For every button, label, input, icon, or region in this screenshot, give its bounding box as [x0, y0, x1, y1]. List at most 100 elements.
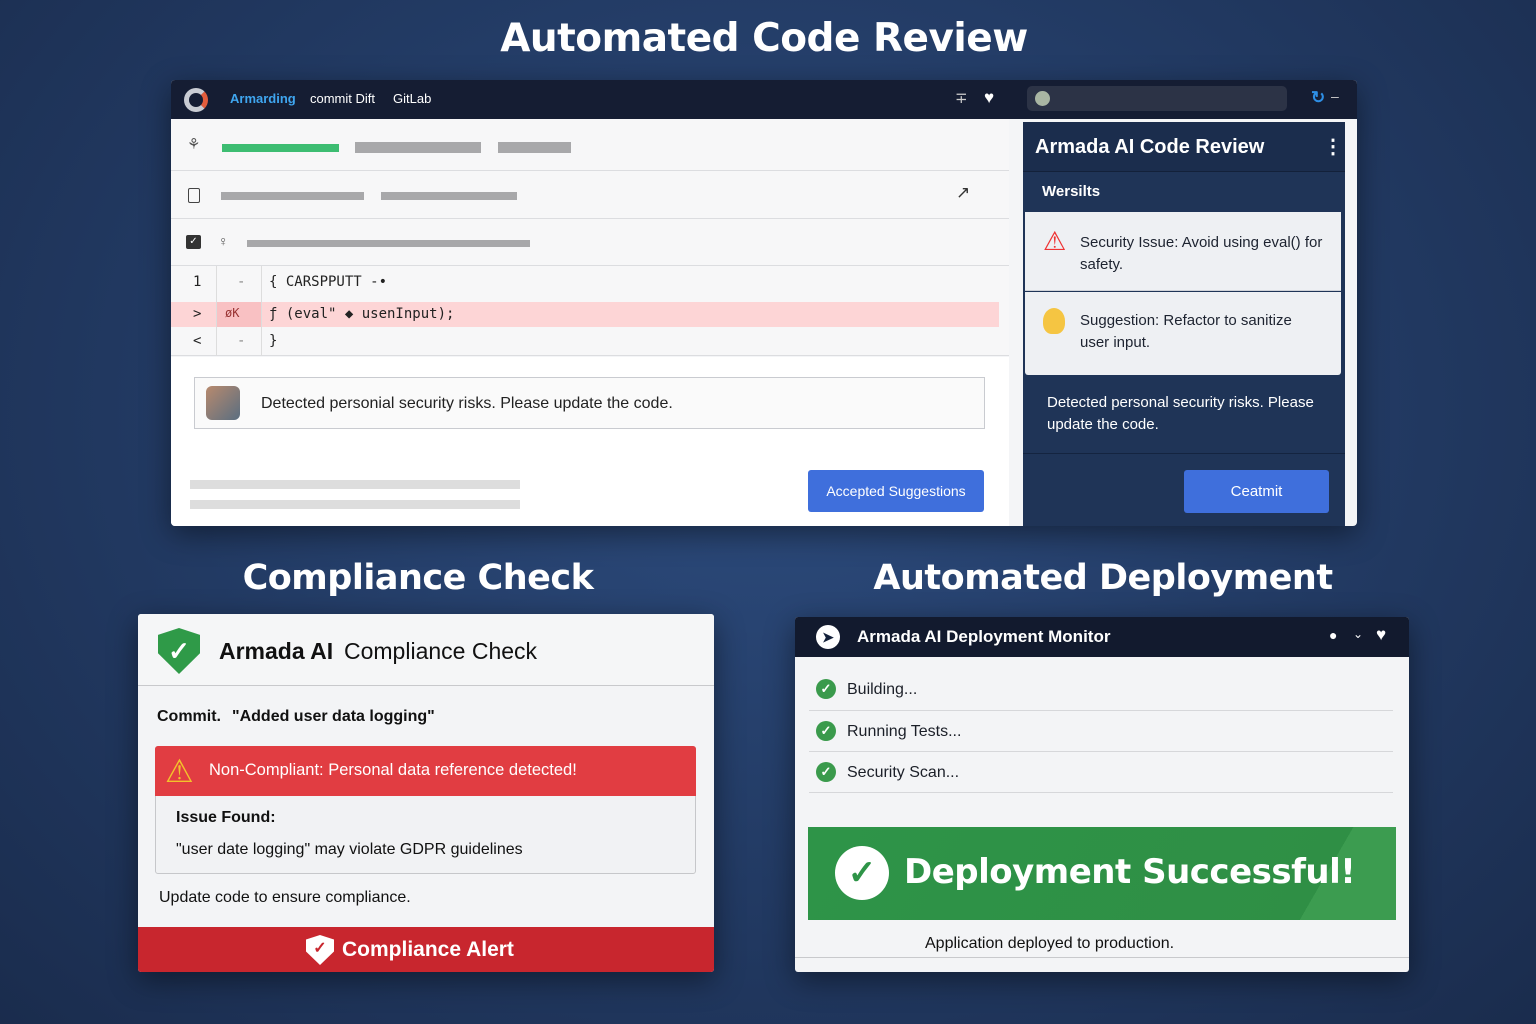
- divider: [1023, 453, 1345, 454]
- compliance-check-window: ✓ Armada AI Compliance Check Commit. "Ad…: [138, 614, 714, 972]
- refresh-icon[interactable]: ↻: [1311, 88, 1326, 107]
- expand-icon[interactable]: ↗: [956, 183, 971, 202]
- warning-icon: ⚠: [1043, 226, 1067, 256]
- security-issue-card: ⚠ Security Issue: Avoid using eval() for…: [1025, 212, 1341, 291]
- alert-text: Non-Compliant: Personal data reference d…: [209, 761, 577, 779]
- check-circle-icon: ✓: [835, 846, 889, 900]
- bug-icon: ⚘: [187, 136, 201, 153]
- minimize-icon[interactable]: –: [1331, 88, 1339, 104]
- code-diff: 1 - { CARSPPUTT -• > øK ƒ (eval" ◆ usenI…: [171, 266, 1009, 356]
- notification-icon[interactable]: ●: [1329, 627, 1338, 643]
- code-line: { CARSPPUTT -•: [269, 274, 388, 290]
- check-icon: ✓: [816, 679, 836, 699]
- divider: [809, 710, 1393, 711]
- diff-marker-bg: [216, 302, 261, 327]
- nav-brand[interactable]: Armarding: [230, 91, 296, 106]
- suggestion-text: Suggestion: Refactor to sanitize user in…: [1080, 312, 1292, 351]
- app-logo-icon: [184, 88, 208, 112]
- compliance-header: ✓ Armada AI Compliance Check: [138, 614, 714, 686]
- step-running-tests: Running Tests...: [847, 723, 962, 740]
- compliance-brand: Armada AI: [219, 638, 334, 664]
- shield-check-icon: ✓: [158, 628, 200, 674]
- accept-suggestions-button[interactable]: Accepted Suggestions: [808, 470, 984, 512]
- line-number: >: [193, 306, 202, 322]
- section-title-code-review: Automated Code Review: [500, 16, 1028, 61]
- deployment-header: ➤ Armada AI Deployment Monitor ● ⌄ ♥: [795, 617, 1409, 657]
- status-dot-icon: [1035, 91, 1050, 106]
- comment-text: Detected personial security risks. Pleas…: [261, 395, 673, 412]
- toolbar-row-3: ✓ ♀: [171, 219, 1009, 266]
- line-number: 1: [193, 274, 202, 290]
- summary-text: Detected personal security risks. Please…: [1047, 394, 1314, 433]
- placeholder-bar: [247, 240, 530, 247]
- commit-button[interactable]: Ceatmit: [1184, 470, 1329, 513]
- step-security-scan: Security Scan...: [847, 764, 960, 781]
- toolbar-row-2: ↗: [171, 171, 1009, 219]
- placeholder-bar: [498, 142, 571, 153]
- step-building: Building...: [847, 681, 918, 698]
- success-text: Deployment Successful!: [904, 852, 1356, 892]
- suggestion-card: Suggestion: Refactor to sanitize user in…: [1025, 292, 1341, 375]
- more-options-icon[interactable]: ⋮: [1323, 136, 1343, 158]
- placeholder-bar: [190, 500, 520, 509]
- advice-text: Update code to ensure compliance.: [159, 889, 411, 906]
- lightbulb-icon: [1043, 308, 1065, 334]
- app-logo-icon: ➤: [816, 625, 840, 649]
- warning-icon: ⚠: [165, 753, 194, 789]
- highlighted-line: [171, 302, 999, 327]
- shield-icon[interactable]: ♥: [1376, 625, 1387, 644]
- code-line: }: [269, 333, 278, 349]
- code-review-window: Armarding commit Dift GitLab ∓ ♥ ↻ – ⚘ ↗…: [171, 80, 1357, 526]
- checkbox-icon[interactable]: ✓: [186, 235, 201, 249]
- line-marker: øK: [225, 306, 240, 320]
- section-title-deployment: Automated Deployment: [873, 558, 1333, 598]
- divider: [809, 751, 1393, 752]
- commit-message: "Added user data logging": [232, 708, 435, 725]
- review-footer: Detected personial security risks. Pleas…: [171, 357, 1009, 526]
- chevron-down-icon[interactable]: ⌄: [1353, 627, 1364, 641]
- code-line: ƒ (eval" ◆ usenInput);: [269, 306, 455, 322]
- search-bar[interactable]: [1027, 86, 1287, 111]
- deployment-title: Armada AI Deployment Monitor: [857, 627, 1111, 646]
- issue-text: "user date logging" may violate GDPR gui…: [176, 841, 523, 858]
- review-comment: Detected personial security risks. Pleas…: [194, 377, 985, 429]
- compliance-title: Compliance Check: [344, 638, 538, 664]
- placeholder-bar: [221, 192, 364, 200]
- panel-header: Armada AI Code Review ⋮: [1023, 122, 1345, 172]
- deployment-success-banner: ✓ Deployment Successful!: [808, 827, 1396, 920]
- issue-label: Issue Found:: [176, 809, 276, 826]
- ai-review-panel: Armada AI Code Review ⋮ Wersilts ⚠ Secur…: [1023, 122, 1345, 526]
- issue-text: Security Issue: Avoid using eval() for s…: [1080, 234, 1323, 273]
- line-number: <: [193, 333, 202, 349]
- non-compliant-alert: ⚠ Non-Compliant: Personal data reference…: [155, 746, 696, 796]
- placeholder-bar: [355, 142, 481, 153]
- section-title-compliance: Compliance Check: [242, 558, 594, 598]
- gutter-divider: [216, 266, 217, 356]
- shield-check-icon: ✓: [306, 935, 334, 965]
- deployment-footer-text: Application deployed to production.: [925, 935, 1175, 952]
- avatar: [206, 386, 240, 420]
- panel-title: Armada AI Code Review: [1035, 136, 1265, 158]
- check-icon: ✓: [816, 721, 836, 741]
- divider: [809, 792, 1393, 793]
- check-icon: ✓: [816, 762, 836, 782]
- split-icon[interactable]: ∓: [955, 90, 968, 107]
- placeholder-bar: [190, 480, 520, 489]
- commit-label: Commit.: [157, 708, 221, 725]
- divider: [795, 957, 1409, 958]
- top-nav-bar: Armarding commit Dift GitLab ∓ ♥ ↻ –: [171, 80, 1357, 119]
- shield-icon[interactable]: ♥: [984, 88, 995, 107]
- nav-item-commit-diff[interactable]: commit Dift: [310, 91, 375, 106]
- nav-item-gitlab[interactable]: GitLab: [393, 91, 432, 106]
- file-icon: [188, 188, 200, 203]
- panel-subheading: Wersilts: [1042, 183, 1101, 200]
- line-marker: -: [237, 333, 246, 349]
- compliance-alert-bar[interactable]: ✓ Compliance Alert: [138, 927, 714, 972]
- compliance-alert-label: Compliance Alert: [342, 938, 514, 961]
- placeholder-bar: [381, 192, 517, 200]
- toolbar-row-1: ⚘: [171, 119, 1009, 171]
- deployment-monitor-window: ➤ Armada AI Deployment Monitor ● ⌄ ♥ ✓ B…: [795, 617, 1409, 972]
- progress-bar: [222, 144, 339, 152]
- gutter-divider: [261, 266, 262, 356]
- user-search-icon: ♀: [218, 233, 229, 249]
